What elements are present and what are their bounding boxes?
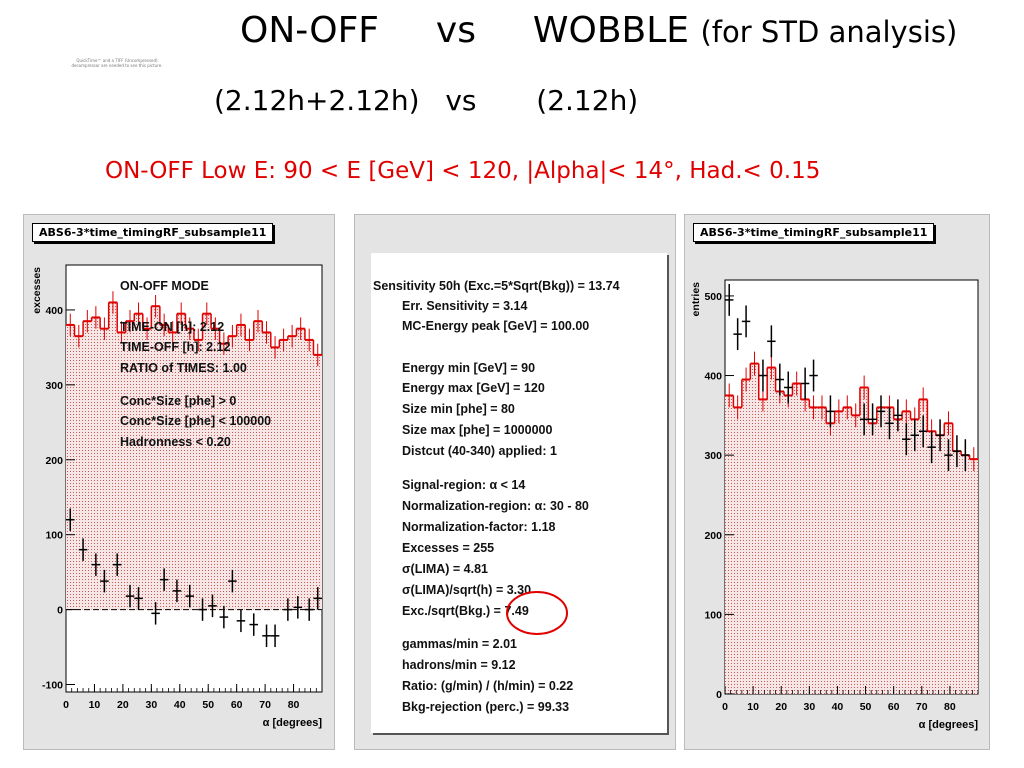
y-tick-label: 100 bbox=[704, 609, 722, 621]
x-tick-label: 0 bbox=[722, 701, 728, 713]
x-tick-label: 20 bbox=[117, 699, 129, 711]
x-tick-label: 0 bbox=[63, 699, 69, 711]
x-tick-label: 80 bbox=[288, 699, 300, 711]
stats-box: Sensitivity 50h (Exc.=5*Sqrt(Bkg)) = 13.… bbox=[371, 253, 667, 733]
left-hist-title: ABS6-3*time_timingRF_subsample11 bbox=[32, 223, 274, 242]
y-tick-label: 400 bbox=[45, 305, 63, 317]
x-tick-label: 60 bbox=[888, 701, 900, 713]
stats-line: Sensitivity 50h (Exc.=5*Sqrt(Bkg)) = 13.… bbox=[373, 279, 620, 293]
stats-line: Size max [phe] = 1000000 bbox=[402, 423, 553, 437]
y-tick-label: 100 bbox=[45, 530, 63, 542]
x-tick-label: 40 bbox=[174, 699, 186, 711]
stats-line: Normalization-factor: 1.18 bbox=[402, 520, 556, 534]
plot-annotation: TIME-ON [h]: 2.12 bbox=[120, 320, 224, 334]
plot-annotation: Conc*Size [phe] > 0 bbox=[120, 394, 236, 408]
slide-title: ON-OFF vs WOBBLE (for STD analysis) bbox=[240, 10, 957, 51]
title-vs: vs bbox=[435, 10, 476, 51]
left-histogram-panel: ABS6-3*time_timingRF_subsample11 0 10 20 30… bbox=[23, 214, 335, 750]
slide-subtitle: (2.12h+2.12h) vs (2.12h) bbox=[214, 84, 638, 117]
plot-annotation: Hadronness < 0.20 bbox=[120, 435, 231, 449]
y-tick-label: 300 bbox=[704, 450, 722, 462]
x-tick-label: 20 bbox=[775, 701, 787, 713]
stats-line: Energy min [GeV] = 90 bbox=[402, 361, 536, 375]
title-std-analysis: (for STD analysis) bbox=[700, 15, 958, 49]
title-on-off: ON-OFF bbox=[240, 10, 380, 51]
histogram-fill bbox=[66, 302, 322, 610]
plot-annotation: ON-OFF MODE bbox=[120, 279, 209, 293]
subtitle-right: (2.12h) bbox=[536, 84, 639, 117]
right-histogram-chart: 0 10 20 30 40 50 60 70 80 0 100 200 300 400 500 α [degr… bbox=[690, 279, 979, 731]
stats-line: Signal-region: α < 14 bbox=[402, 478, 526, 492]
y-tick-label: 300 bbox=[45, 380, 63, 392]
x-tick-label: 70 bbox=[259, 699, 271, 711]
stats-line: Distcut (40-340) applied: 1 bbox=[402, 444, 557, 458]
stats-line: Excesses = 255 bbox=[402, 541, 495, 555]
x-tick-label: 70 bbox=[916, 701, 928, 713]
stats-line: MC-Energy peak [GeV] = 100.00 bbox=[402, 319, 590, 333]
plot-annotation: RATIO of TIMES: 1.00 bbox=[120, 361, 247, 375]
x-tick-label: 10 bbox=[89, 699, 101, 711]
x-tick-label: 40 bbox=[832, 701, 844, 713]
y-tick-label: 0 bbox=[57, 605, 63, 617]
y-axis-label: excesses bbox=[31, 267, 43, 314]
y-tick-label: 400 bbox=[704, 371, 722, 383]
subtitle-vs: vs bbox=[445, 84, 477, 117]
right-histogram-panel: ABS6-3*time_timingRF_subsample11 0 10 20 30… bbox=[684, 214, 990, 750]
plot-annotation: Conc*Size [phe] < 100000 bbox=[120, 414, 271, 428]
x-tick-label: 80 bbox=[944, 701, 956, 713]
x-tick-label: 50 bbox=[202, 699, 214, 711]
stats-line: Normalization-region: α: 30 - 80 bbox=[402, 499, 589, 513]
stats-line: Energy max [GeV] = 120 bbox=[402, 381, 545, 395]
stats-line: hadrons/min = 9.12 bbox=[402, 658, 516, 672]
y-tick-label: 200 bbox=[45, 455, 63, 467]
x-axis-label: α [degrees] bbox=[263, 717, 323, 729]
plot-annotation: TIME-OFF [h]: 2.12 bbox=[120, 340, 230, 354]
right-hist-title: ABS6-3*time_timingRF_subsample11 bbox=[693, 223, 935, 242]
subtitle-left: (2.12h+2.12h) bbox=[214, 84, 420, 117]
cuts-subtitle: ON-OFF Low E: 90 < E [GeV] < 120, |Alpha… bbox=[105, 158, 821, 184]
stats-line: Bkg-rejection (perc.) = 99.33 bbox=[402, 700, 570, 714]
stats-panel: Sensitivity 50h (Exc.=5*Sqrt(Bkg)) = 13.… bbox=[354, 214, 676, 750]
x-tick-label: 10 bbox=[747, 701, 759, 713]
stats-line: Exc./sqrt(Bkg.) = 7.49 bbox=[402, 604, 529, 618]
x-axis-label: α [degrees] bbox=[919, 719, 979, 731]
stats-line: gammas/min = 2.01 bbox=[402, 637, 517, 651]
y-axis-label: entries bbox=[690, 282, 702, 317]
stats-line: Size min [phe] = 80 bbox=[402, 402, 515, 416]
x-tick-label: 30 bbox=[145, 699, 157, 711]
stats-line: Ratio: (g/min) / (h/min) = 0.22 bbox=[402, 679, 574, 693]
stats-line: σ(LIMA)/sqrt(h) = 3.30 bbox=[402, 583, 532, 597]
y-tick-label: 0 bbox=[716, 689, 722, 701]
x-tick-label: 60 bbox=[231, 699, 243, 711]
title-wobble: WOBBLE bbox=[532, 10, 690, 51]
x-tick-label: 30 bbox=[803, 701, 815, 713]
y-tick-label: 200 bbox=[704, 530, 722, 542]
y-tick-label: 500 bbox=[704, 291, 722, 303]
x-tick-label: 50 bbox=[860, 701, 872, 713]
quicktime-placeholder-note: QuickTime™ and a TIFF (Uncompressed) dec… bbox=[71, 58, 163, 68]
stats-line: Err. Sensitivity = 3.14 bbox=[402, 299, 528, 313]
stats-line: σ(LIMA) = 4.81 bbox=[402, 562, 488, 576]
y-tick-label: -100 bbox=[42, 680, 63, 692]
